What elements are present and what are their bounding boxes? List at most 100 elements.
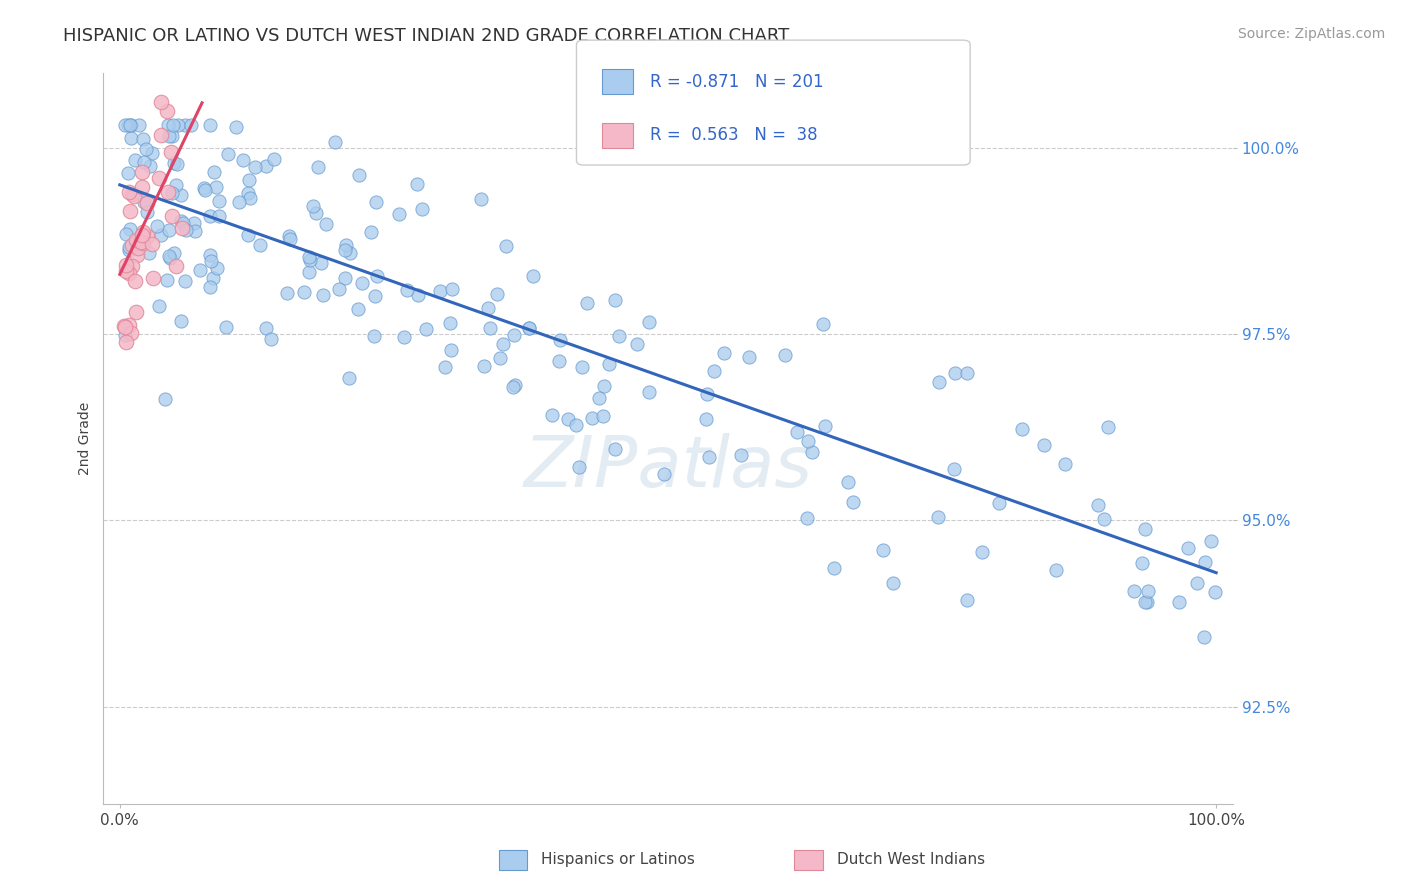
Point <box>136 205 159 219</box>
Point <box>263 152 285 166</box>
Point <box>328 282 350 296</box>
Point <box>440 343 463 358</box>
Point <box>363 329 385 343</box>
Point <box>166 118 188 132</box>
Point <box>738 350 761 364</box>
Point <box>125 248 148 262</box>
Point <box>842 495 865 509</box>
Point <box>277 229 299 244</box>
Point <box>1092 511 1115 525</box>
Point <box>198 209 221 223</box>
Point <box>439 316 461 330</box>
Point <box>170 187 193 202</box>
Point <box>160 145 183 159</box>
Point <box>120 326 142 340</box>
Point <box>312 288 335 302</box>
Point <box>548 354 571 368</box>
Point <box>114 258 136 272</box>
Point <box>157 249 180 263</box>
Point <box>1136 595 1159 609</box>
Point <box>823 561 845 575</box>
Point <box>872 542 894 557</box>
Point <box>124 188 146 202</box>
Point <box>415 321 437 335</box>
Point <box>1136 583 1159 598</box>
Point <box>406 288 429 302</box>
Point <box>121 259 143 273</box>
Point <box>117 166 139 180</box>
Point <box>120 131 142 145</box>
Point <box>333 244 356 258</box>
Point <box>972 545 994 559</box>
Point <box>150 128 173 143</box>
Point <box>162 118 184 132</box>
Y-axis label: 2nd Grade: 2nd Grade <box>79 401 93 475</box>
Point <box>814 419 837 434</box>
Point <box>366 268 388 283</box>
Point <box>131 180 153 194</box>
Point <box>163 156 186 170</box>
Point <box>141 237 163 252</box>
Text: R = -0.871   N = 201: R = -0.871 N = 201 <box>650 73 823 91</box>
Point <box>333 271 356 285</box>
Point <box>550 333 572 347</box>
Point <box>193 180 215 194</box>
Point <box>115 263 138 277</box>
Point <box>434 360 457 375</box>
Point <box>335 237 357 252</box>
Point <box>163 245 186 260</box>
Point <box>592 379 614 393</box>
Point <box>928 375 950 389</box>
Point <box>118 185 141 199</box>
Point <box>135 142 157 156</box>
Point <box>174 274 197 288</box>
Point <box>112 318 135 333</box>
Point <box>157 128 180 143</box>
Point <box>581 411 603 425</box>
Point <box>200 253 222 268</box>
Point <box>786 425 808 439</box>
Point <box>205 179 228 194</box>
Point <box>131 165 153 179</box>
Point <box>149 227 172 242</box>
Point <box>773 348 796 362</box>
Point <box>1053 458 1076 472</box>
Point <box>1122 583 1144 598</box>
Point <box>502 380 524 394</box>
Point <box>118 221 141 235</box>
Point <box>1133 594 1156 608</box>
Point <box>124 305 146 319</box>
Point <box>576 295 599 310</box>
Point <box>943 366 966 380</box>
Point <box>298 250 321 264</box>
Point <box>927 510 949 524</box>
Point <box>309 256 332 270</box>
Point <box>278 232 301 246</box>
Point <box>180 118 202 132</box>
Point <box>1097 420 1119 434</box>
Point <box>540 408 562 422</box>
Point <box>260 332 283 346</box>
Point <box>138 246 160 260</box>
Point <box>1177 541 1199 555</box>
Point <box>146 219 169 233</box>
Point <box>165 260 187 274</box>
Point <box>339 245 361 260</box>
Point <box>217 146 239 161</box>
Point <box>503 378 526 392</box>
Point <box>228 194 250 209</box>
Point <box>170 214 193 228</box>
Point <box>198 118 221 132</box>
Point <box>366 194 388 209</box>
Point <box>292 285 315 299</box>
Point <box>492 337 515 351</box>
Point <box>136 229 159 244</box>
Point <box>626 337 648 351</box>
Point <box>730 448 752 462</box>
Point <box>156 103 179 118</box>
Point <box>156 185 179 199</box>
Point <box>156 273 179 287</box>
Point <box>202 165 225 179</box>
Point <box>128 236 150 251</box>
Point <box>162 186 184 200</box>
